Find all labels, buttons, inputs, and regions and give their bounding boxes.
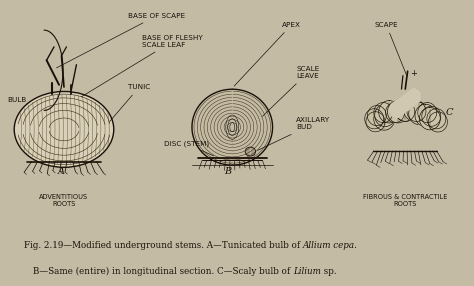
Polygon shape (415, 104, 436, 126)
Text: SCALE
LEAVE: SCALE LEAVE (263, 66, 319, 116)
Polygon shape (365, 109, 383, 129)
Polygon shape (427, 109, 446, 129)
Text: DISC (STEM): DISC (STEM) (164, 140, 214, 156)
Polygon shape (396, 102, 415, 122)
Text: BULB: BULB (7, 98, 27, 103)
Polygon shape (403, 99, 424, 121)
Text: sp.: sp. (321, 267, 337, 276)
Polygon shape (385, 103, 404, 123)
Text: +: + (410, 69, 417, 78)
Text: ADVENTITIOUS
ROOTS: ADVENTITIOUS ROOTS (39, 194, 89, 207)
Text: FIBROUS & CONTRACTILE
ROOTS: FIBROUS & CONTRACTILE ROOTS (363, 194, 447, 207)
Polygon shape (422, 106, 441, 126)
Polygon shape (403, 92, 417, 108)
Polygon shape (379, 101, 400, 123)
Text: B—Same (entire) in longitudinal section. C—Scaly bulb of: B—Same (entire) in longitudinal section.… (33, 267, 293, 276)
Polygon shape (374, 103, 393, 123)
Text: A: A (58, 167, 65, 176)
Polygon shape (367, 106, 386, 126)
Polygon shape (366, 112, 385, 132)
Text: B: B (224, 167, 231, 176)
Polygon shape (419, 108, 440, 130)
Polygon shape (428, 112, 447, 132)
Text: Allium cepa.: Allium cepa. (302, 241, 357, 250)
Text: Fig. 2.19—Modified underground stems. A—Tunicated bulb of: Fig. 2.19—Modified underground stems. A—… (24, 241, 302, 250)
Polygon shape (407, 102, 426, 122)
Polygon shape (374, 104, 395, 126)
Polygon shape (398, 95, 412, 111)
Polygon shape (418, 103, 437, 123)
Text: BASE OF SCAPE: BASE OF SCAPE (56, 13, 185, 68)
Polygon shape (407, 89, 421, 104)
Text: BASE OF FLESHY
SCALE LEAF: BASE OF FLESHY SCALE LEAF (82, 35, 203, 97)
Text: SCAPE: SCAPE (374, 22, 407, 75)
Text: APEX: APEX (234, 22, 301, 86)
Text: AXILLARY
BUD: AXILLARY BUD (258, 117, 330, 150)
Polygon shape (393, 99, 408, 114)
Polygon shape (409, 102, 429, 124)
Polygon shape (395, 99, 416, 121)
Text: Lilium: Lilium (293, 267, 321, 276)
Ellipse shape (14, 92, 114, 167)
Text: TUNIC: TUNIC (109, 84, 150, 122)
Text: C: C (446, 108, 453, 117)
Polygon shape (389, 102, 403, 118)
Polygon shape (387, 101, 408, 123)
Polygon shape (374, 108, 395, 130)
